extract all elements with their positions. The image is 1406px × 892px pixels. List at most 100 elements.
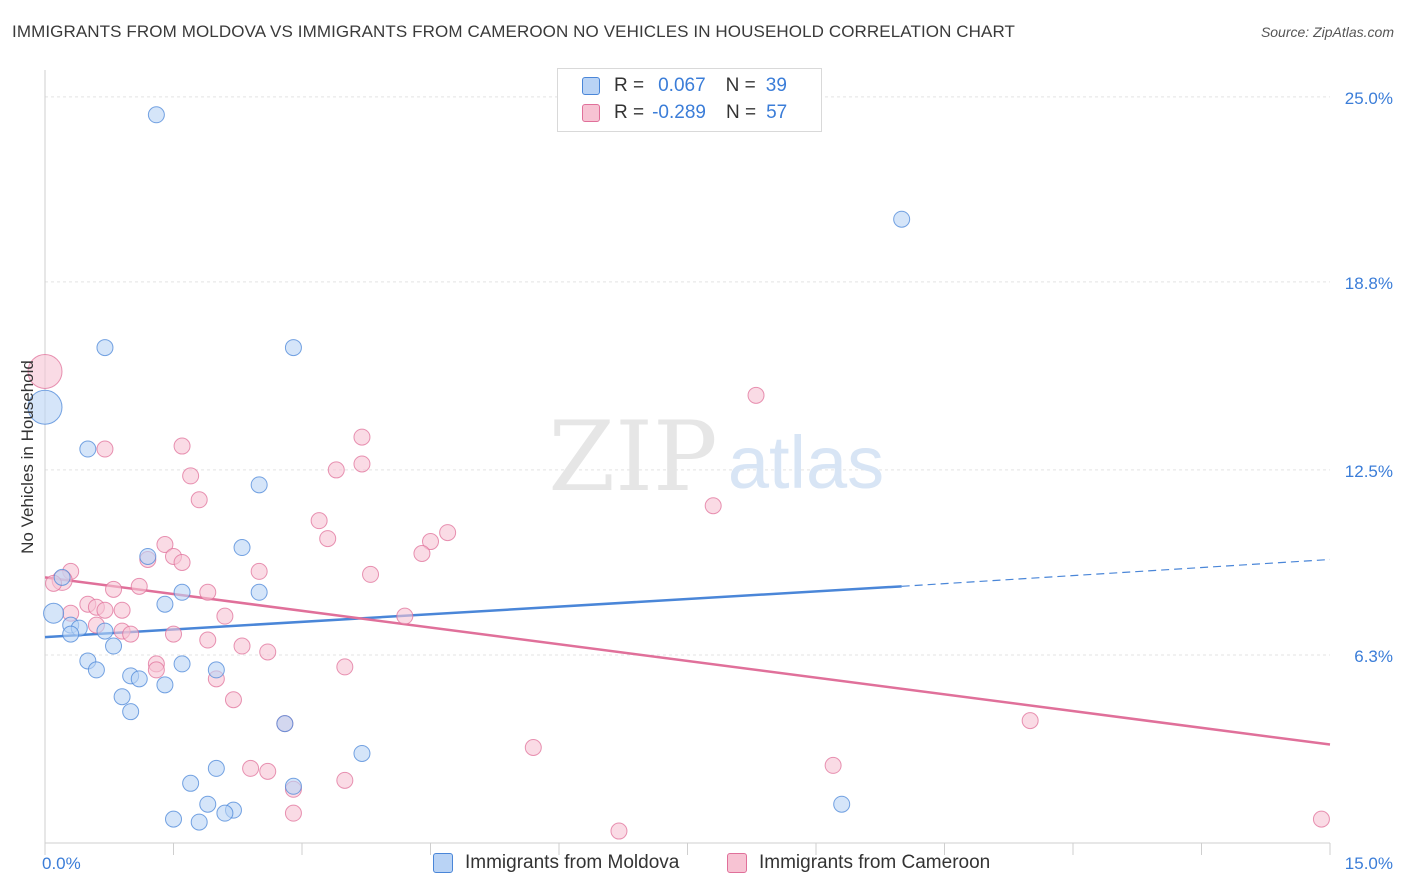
cameroon-point — [147, 661, 165, 679]
cameroon-point — [319, 530, 337, 548]
cameroon-point — [165, 625, 182, 643]
points-moldova — [27, 106, 911, 831]
cameroon-point — [336, 771, 354, 789]
cameroon-point — [113, 601, 131, 619]
moldova-point — [207, 661, 225, 679]
x-tick-label-max: 15.0% — [1345, 854, 1393, 873]
moldova-point — [284, 339, 302, 357]
moldova-trend-extension — [901, 558, 1331, 587]
moldova-legend-swatch — [433, 853, 453, 873]
moldova-point — [250, 583, 268, 601]
y-tick-label: 25.0% — [1345, 89, 1393, 108]
moldova-point — [113, 688, 131, 706]
cameroon-point — [259, 643, 277, 661]
moldova-point — [43, 602, 65, 624]
moldova-point — [190, 813, 208, 831]
stats-legend: R = 0.067 N = 39 R = -0.289 N = 57 — [557, 68, 822, 132]
r-label: R = — [614, 102, 645, 123]
moldova-point — [27, 389, 63, 425]
moldova-point — [156, 595, 174, 613]
legend-label-cameroon: Immigrants from Cameroon — [759, 852, 991, 873]
moldova-trend-line — [44, 585, 902, 639]
moldova-point — [216, 804, 234, 822]
cameroon-point — [224, 691, 242, 709]
moldova-point — [233, 539, 251, 557]
cameroon-point — [259, 762, 277, 780]
cameroon-point — [524, 738, 542, 756]
cameroon-point — [250, 562, 268, 580]
cameroon-swatch — [582, 104, 600, 122]
cameroon-point — [105, 580, 123, 598]
cameroon-point — [156, 536, 174, 554]
watermark: ZIP atlas — [548, 401, 884, 513]
cameroon-point — [173, 553, 191, 571]
cameroon-point — [233, 637, 251, 655]
moldova-point — [173, 655, 191, 673]
cameroon-point — [422, 533, 439, 551]
n-value: 57 — [766, 102, 788, 123]
cameroon-trend-line — [44, 576, 1331, 746]
cameroon-point — [96, 601, 114, 619]
moldova-point — [87, 661, 105, 679]
r-value: 0.067 — [658, 75, 706, 96]
cameroon-point — [747, 386, 765, 404]
moldova-swatch — [582, 77, 600, 95]
moldova-point — [276, 715, 294, 733]
moldova-point — [250, 476, 268, 494]
cameroon-point — [439, 524, 457, 542]
cameroon-point — [182, 467, 200, 485]
moldova-point — [96, 339, 114, 357]
cameroon-point — [610, 822, 628, 840]
source-label: Source: ZipAtlas.com — [1260, 24, 1394, 40]
y-axis-label: No Vehicles in Household — [18, 360, 37, 554]
n-label: N = — [725, 75, 756, 96]
cameroon-point — [1312, 810, 1330, 828]
moldova-point — [53, 568, 71, 586]
watermark-zip: ZIP — [548, 401, 717, 513]
cameroon-point — [353, 455, 371, 473]
cameroon-point — [353, 428, 371, 446]
moldova-point — [199, 795, 217, 813]
chart-title: IMMIGRANTS FROM MOLDOVA VS IMMIGRANTS FR… — [12, 22, 1016, 41]
moldova-point — [156, 676, 174, 694]
cameroon-point — [199, 583, 217, 601]
cameroon-point — [284, 804, 302, 822]
cameroon-point — [27, 353, 63, 389]
cameroon-point — [413, 544, 431, 562]
moldova-point — [353, 744, 371, 762]
legend-row-moldova: R = 0.067 N = 39 — [582, 74, 787, 98]
cameroon-point — [704, 497, 722, 515]
n-value: 39 — [765, 75, 787, 96]
moldova-point — [105, 637, 123, 655]
r-label: R = — [614, 75, 645, 96]
cameroon-point — [1021, 712, 1039, 730]
cameroon-point — [96, 440, 114, 458]
legend-item-cameroon: Immigrants from Cameroon — [727, 852, 990, 874]
cameroon-point — [362, 565, 380, 583]
trend-lines — [44, 558, 1331, 746]
moldova-point — [833, 795, 851, 813]
moldova-point — [207, 759, 225, 777]
legend-row-cameroon: R = -0.289 N = 57 — [582, 101, 787, 125]
cameroon-point — [199, 631, 217, 649]
cameroon-point — [216, 607, 234, 625]
y-tick-label: 6.3% — [1354, 647, 1393, 666]
moldova-point — [893, 210, 911, 228]
cameroon-point — [310, 512, 328, 530]
cameroon-point — [130, 577, 148, 595]
cameroon-point — [190, 491, 208, 509]
x-tick-label-min: 0.0% — [42, 854, 81, 873]
series-legend: Immigrants from Moldova Immigrants from … — [0, 852, 1406, 876]
moldova-point — [139, 547, 157, 565]
moldova-point — [147, 106, 165, 124]
watermark-atlas: atlas — [728, 421, 884, 504]
y-tick-label: 18.8% — [1345, 274, 1393, 293]
cameroon-point — [824, 756, 842, 774]
moldova-point — [284, 777, 302, 795]
cameroon-point — [173, 437, 191, 455]
moldova-point — [122, 703, 140, 721]
legend-item-moldova: Immigrants from Moldova — [433, 852, 679, 874]
x-tick-labels: 0.0% 15.0% — [42, 854, 1393, 873]
cameroon-legend-swatch — [727, 853, 747, 873]
n-label: N = — [725, 102, 757, 123]
